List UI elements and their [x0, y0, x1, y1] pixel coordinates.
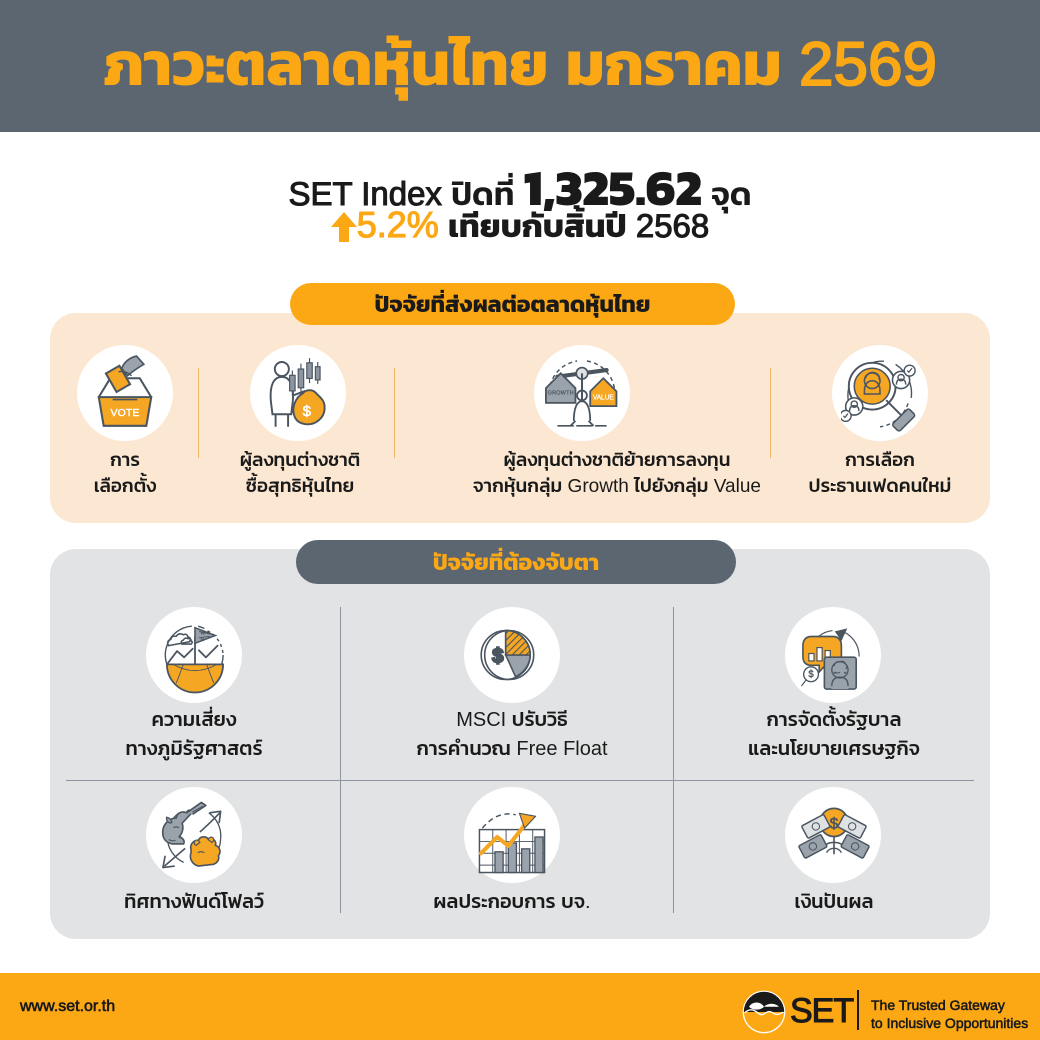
svg-text:$: $	[829, 814, 839, 832]
svg-text:N: N	[200, 637, 204, 643]
svg-text:VOTE: VOTE	[109, 407, 140, 419]
svg-text:$: $	[302, 403, 312, 420]
svg-text:GROWTH: GROWTH	[548, 390, 574, 397]
svg-text:$: $	[491, 645, 504, 667]
svg-text:W: W	[199, 630, 205, 636]
svg-text:$: $	[807, 668, 814, 680]
svg-text:VALUE: VALUE	[592, 394, 615, 402]
